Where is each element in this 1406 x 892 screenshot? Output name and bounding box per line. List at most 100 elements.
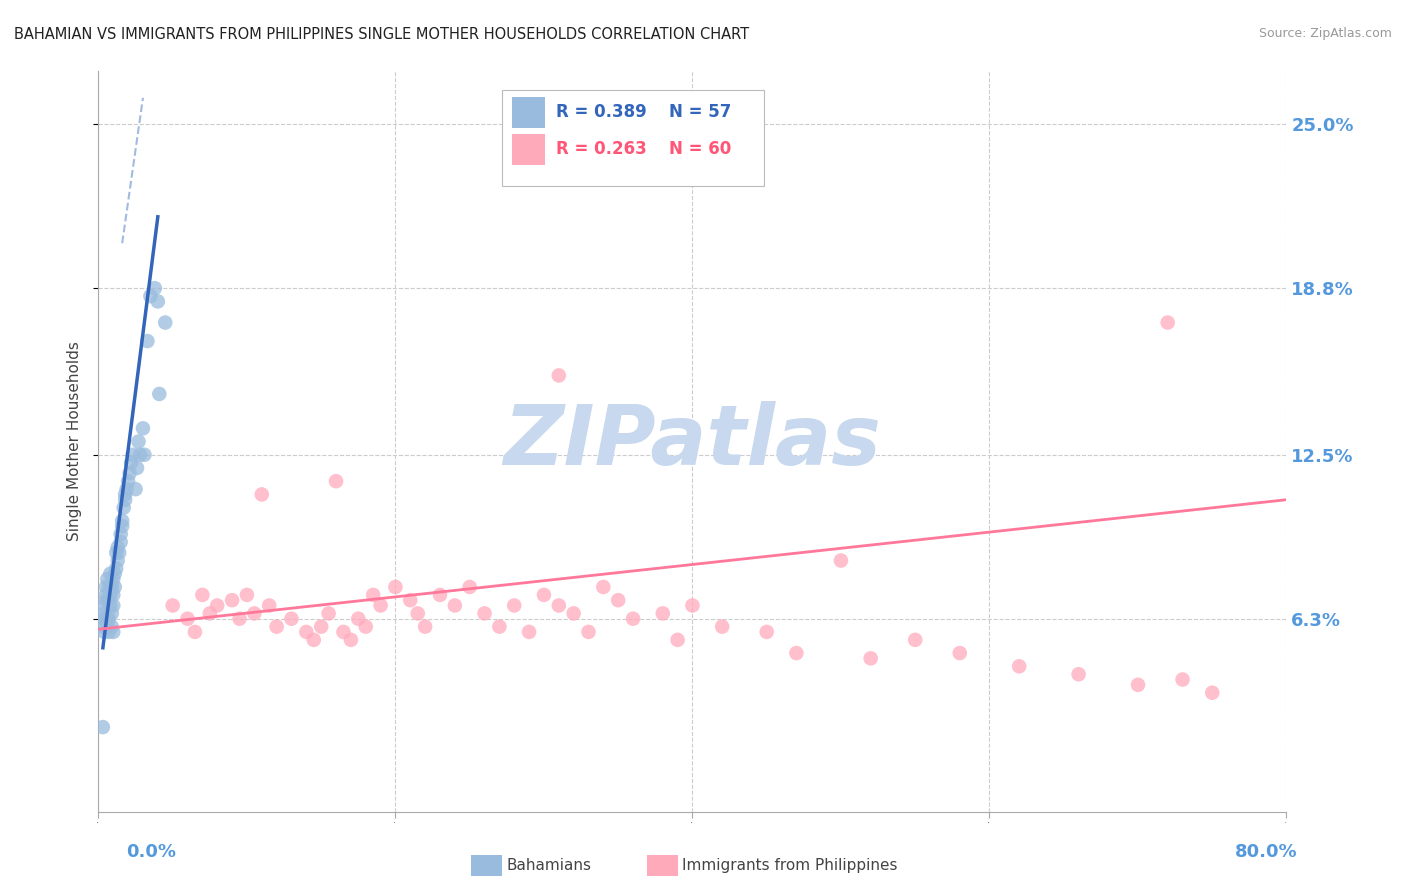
Point [103,624,125,639]
Point [112,500,135,515]
Point [1171,673,1194,687]
Point [120,456,142,470]
Point [904,632,927,647]
Point [236,588,259,602]
Point [107,553,129,567]
Point [97,580,120,594]
Point [91,612,114,626]
Point [114,492,136,507]
Point [136,334,159,348]
Point [108,546,131,560]
Point [406,607,429,621]
Text: N = 60: N = 60 [669,140,731,158]
Point [94,593,117,607]
Point [361,588,384,602]
Text: 80.0%: 80.0% [1234,843,1298,861]
Point [711,620,734,634]
Point [121,448,143,462]
Point [198,607,221,621]
Point [309,620,332,634]
Point [101,580,124,594]
Point [243,607,266,621]
Point [118,467,141,481]
Point [578,624,600,639]
Point [97,593,120,607]
Point [651,607,673,621]
Point [250,487,273,501]
Point [94,588,117,602]
Text: R = 0.389: R = 0.389 [555,103,647,121]
Point [399,593,422,607]
Point [228,612,250,626]
Point [354,620,377,634]
FancyBboxPatch shape [512,96,546,128]
Point [785,646,807,660]
Point [103,572,125,586]
Point [1067,667,1090,681]
Point [607,593,630,607]
Point [107,541,129,555]
Point [114,487,136,501]
Point [115,482,138,496]
Point [97,612,120,626]
Point [266,620,288,634]
Point [132,421,155,435]
Point [110,535,132,549]
Point [340,632,363,647]
Point [96,612,118,626]
Point [347,612,370,626]
Point [318,607,340,621]
Bar [502,90,763,186]
Point [101,607,124,621]
Point [93,624,115,639]
Point [1008,659,1031,673]
Point [105,561,128,575]
Point [503,599,526,613]
Point [681,599,703,613]
Point [103,599,125,613]
Point [155,316,177,330]
Point [103,588,125,602]
Point [104,566,127,581]
Point [96,572,118,586]
Point [110,527,132,541]
Point [104,580,127,594]
Point [830,553,852,567]
Point [621,612,644,626]
Point [125,461,148,475]
Point [302,632,325,647]
Point [429,588,451,602]
Point [280,612,302,626]
Point [93,607,115,621]
Point [547,368,569,383]
Point [488,620,510,634]
Point [295,624,318,639]
Point [139,289,162,303]
Point [205,599,228,613]
Point [98,599,121,613]
Point [474,607,496,621]
Point [93,599,115,613]
Point [592,580,614,594]
Text: Source: ZipAtlas.com: Source: ZipAtlas.com [1258,27,1392,40]
Point [458,580,481,594]
Point [562,607,585,621]
Point [101,620,124,634]
Text: BAHAMIAN VS IMMIGRANTS FROM PHILIPPINES SINGLE MOTHER HOUSEHOLDS CORRELATION CHA: BAHAMIAN VS IMMIGRANTS FROM PHILIPPINES … [14,27,749,42]
Point [949,646,972,660]
Point [413,620,436,634]
Point [547,599,569,613]
Point [191,588,214,602]
FancyBboxPatch shape [512,134,546,165]
Point [755,624,778,639]
Text: Immigrants from Philippines: Immigrants from Philippines [682,858,897,872]
Point [859,651,882,665]
Point [162,599,184,613]
Point [97,624,120,639]
Point [666,632,689,647]
Point [517,624,540,639]
Text: 0.0%: 0.0% [127,843,177,861]
Point [148,387,170,401]
Point [98,566,121,581]
Point [332,624,354,639]
